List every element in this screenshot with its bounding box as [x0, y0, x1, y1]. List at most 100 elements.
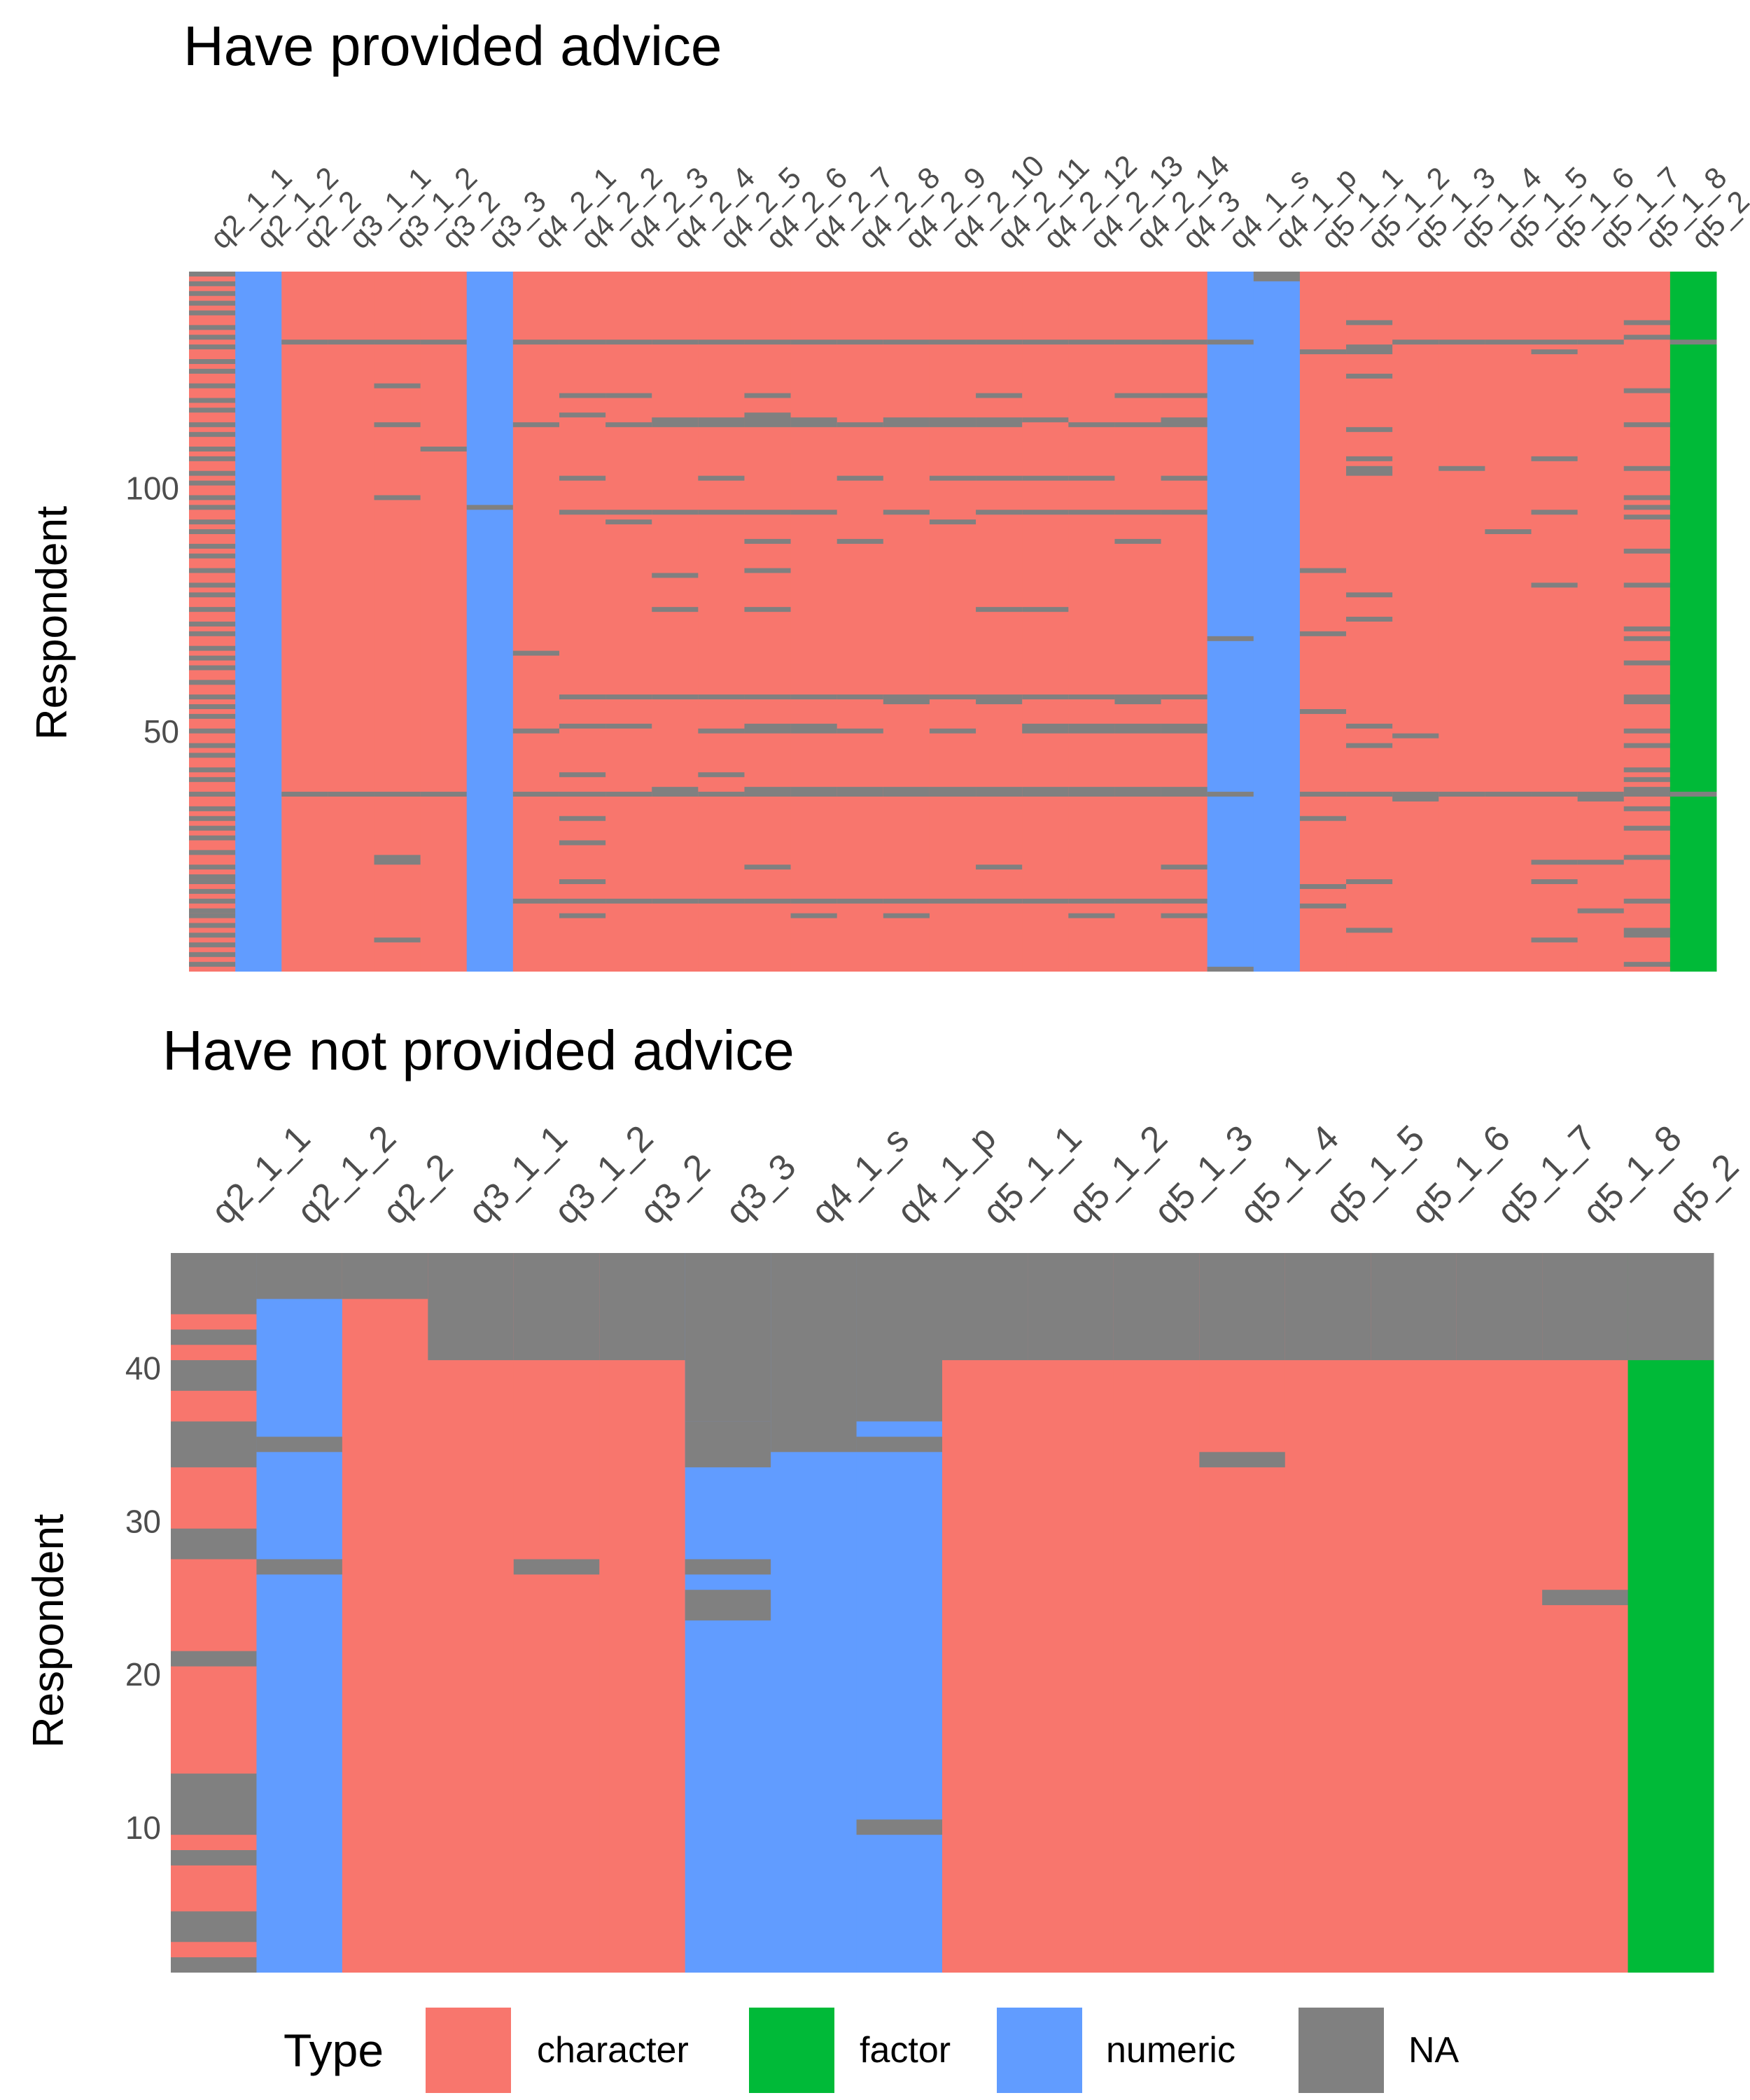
- cell-na: [1392, 733, 1439, 738]
- cell-na: [836, 694, 884, 700]
- cell-na: [1485, 529, 1532, 534]
- cell-na: [189, 383, 236, 388]
- cell-na: [559, 840, 606, 846]
- cell-na: [1022, 723, 1069, 734]
- cell-na: [1623, 320, 1671, 326]
- cell-na: [1207, 967, 1254, 972]
- cell-na: [1068, 913, 1115, 918]
- cell-na: [790, 723, 838, 734]
- y-axis-title-provided: Respondent: [28, 506, 76, 740]
- cell-na: [189, 942, 236, 948]
- cell-na: [1531, 340, 1578, 345]
- cell-na: [599, 1253, 686, 1361]
- cell-column-q5_1_4: [1438, 272, 1485, 972]
- cell-na: [1346, 465, 1393, 476]
- cell-na: [836, 422, 884, 428]
- cell-na: [171, 1421, 257, 1468]
- cell-column-q3_1_2: [513, 1253, 600, 1973]
- cell-column-q5_1_1: [1299, 272, 1347, 972]
- cell-na: [189, 456, 236, 461]
- cell-na: [189, 582, 236, 588]
- legend-key-na: [1298, 2008, 1384, 2093]
- cell-na: [189, 680, 236, 685]
- cell-na: [976, 475, 1023, 481]
- cell-na: [1577, 908, 1625, 913]
- y-tick-label: 20: [125, 1656, 161, 1693]
- cell-na: [1161, 864, 1208, 870]
- cell-na: [685, 1421, 771, 1468]
- cell-na: [189, 592, 236, 598]
- cell-na: [171, 1329, 257, 1345]
- cell-na: [1371, 1253, 1457, 1361]
- cell-na: [1299, 884, 1347, 889]
- cell-na: [1623, 495, 1671, 500]
- cell-na: [652, 694, 699, 700]
- cell-na: [1531, 792, 1578, 797]
- cell-na: [790, 417, 838, 428]
- cell-na: [1114, 723, 1162, 734]
- cell-na: [512, 340, 560, 345]
- cell-na: [1531, 349, 1578, 355]
- cell-na: [559, 772, 606, 778]
- cell-column-q4_2_7: [790, 272, 838, 972]
- cell-na: [189, 398, 236, 403]
- cell-column-q4_2_3: [606, 272, 652, 972]
- cell-na: [836, 787, 884, 797]
- cell-na: [1299, 816, 1347, 821]
- cell-na: [1485, 792, 1532, 797]
- cell-na: [606, 393, 652, 398]
- cell-na: [744, 538, 792, 544]
- cell-na: [189, 825, 236, 831]
- cell-na: [1161, 723, 1208, 734]
- cell-na: [1623, 514, 1671, 520]
- cell-na: [1392, 792, 1439, 802]
- cell-na: [189, 952, 236, 958]
- cell-na: [744, 787, 792, 797]
- cell-na: [1392, 340, 1439, 345]
- cell-na: [189, 529, 236, 534]
- cell-na: [1207, 792, 1254, 797]
- cell-na: [1022, 340, 1069, 345]
- cell-na: [189, 962, 236, 967]
- cell-na: [189, 665, 236, 671]
- cell-na: [685, 1590, 771, 1620]
- cell-column-q4_2_2: [559, 272, 606, 972]
- x-tick-label: q4_1_s: [804, 1119, 917, 1233]
- cell-na: [428, 1253, 514, 1361]
- cell-column-q5_1_6: [1531, 272, 1578, 972]
- cell-na: [836, 340, 884, 345]
- cell-column-q4_2_10: [929, 272, 976, 972]
- cell-na: [606, 422, 652, 428]
- panel-provided-advice: Have provided advice Respondent q2_1_1q2…: [28, 15, 1750, 972]
- cell-na: [1161, 898, 1208, 904]
- cell-na: [698, 340, 745, 345]
- cell-na: [189, 752, 236, 758]
- cell-na: [559, 898, 606, 904]
- cell-na: [698, 728, 745, 734]
- cell-na: [1022, 898, 1069, 904]
- cell-na: [606, 898, 652, 904]
- cell-na: [606, 694, 652, 700]
- cell-na: [1670, 340, 1717, 345]
- cell-na: [698, 417, 745, 428]
- cell-na: [559, 816, 606, 821]
- cell-na: [1161, 510, 1208, 515]
- cell-na: [1022, 787, 1069, 797]
- cell-na: [1207, 340, 1254, 345]
- cell-na: [698, 792, 745, 797]
- cell-na: [698, 772, 745, 778]
- cell-column-q2_1_2: [235, 272, 282, 972]
- cell-column-q5_1_3: [1392, 272, 1439, 972]
- cell-na: [559, 792, 606, 797]
- cell-na: [1068, 694, 1115, 700]
- cell-na: [606, 792, 652, 797]
- cell-na: [189, 743, 236, 748]
- cell-na: [1161, 475, 1208, 481]
- cell-na: [1068, 422, 1115, 428]
- cell-na: [1577, 340, 1625, 345]
- cell-na: [1346, 743, 1393, 748]
- cell-na: [976, 694, 1023, 705]
- cell-na: [1623, 787, 1671, 797]
- cell-na: [328, 792, 374, 797]
